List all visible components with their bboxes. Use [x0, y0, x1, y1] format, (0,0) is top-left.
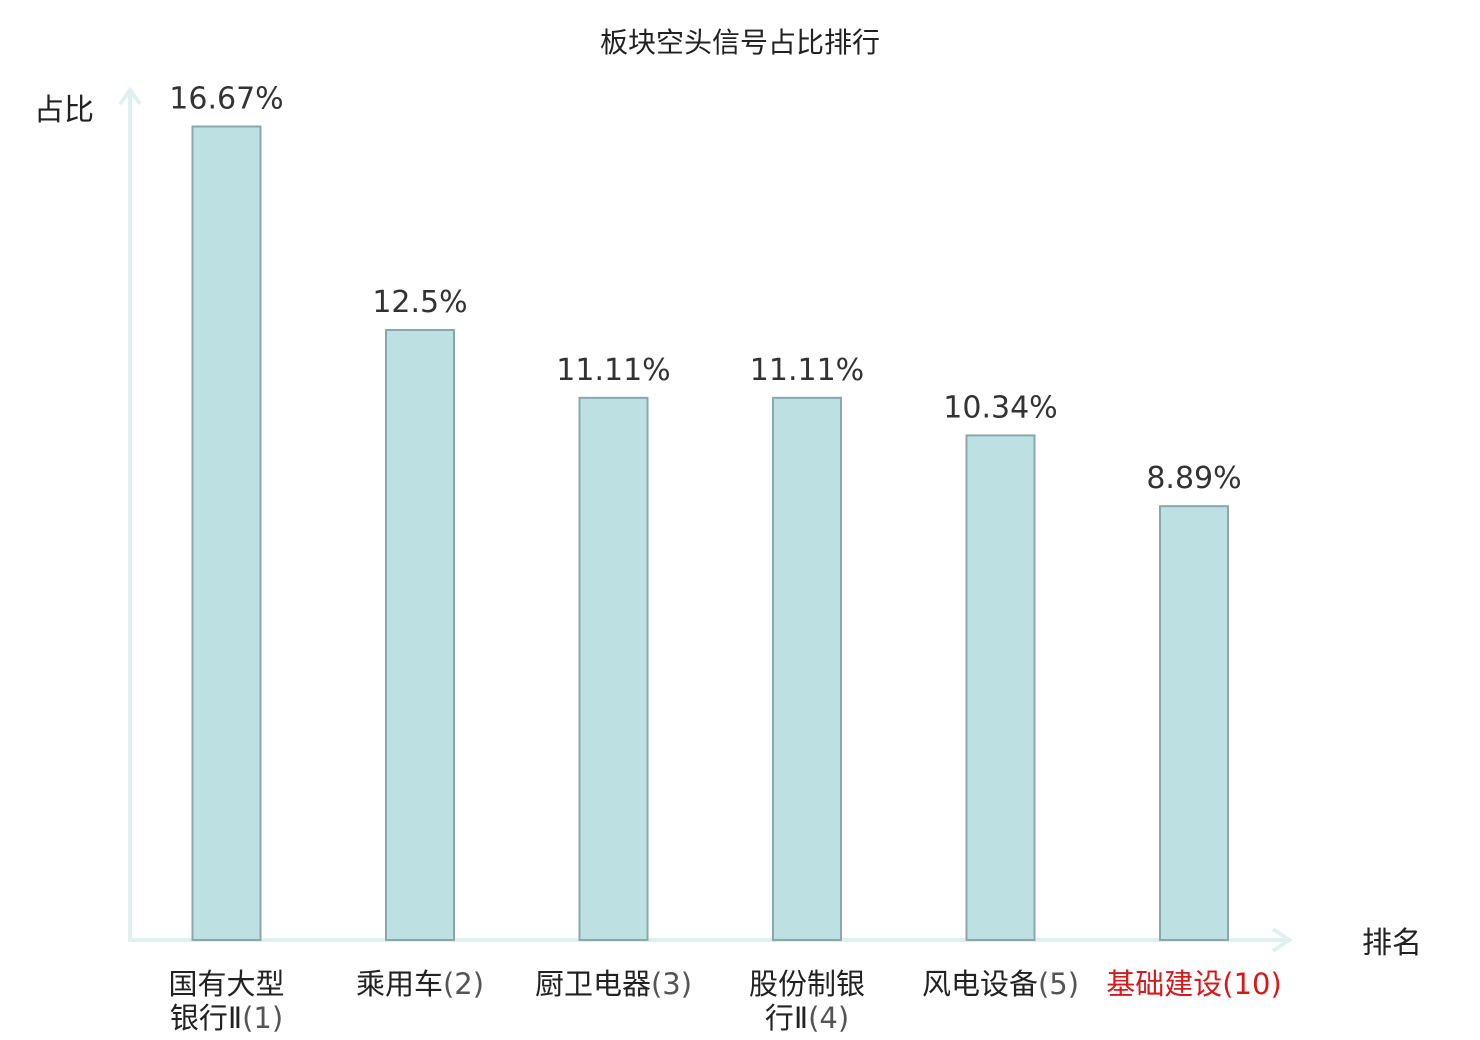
value-label-2: 12.5%	[372, 285, 467, 320]
category-name: 基础建设	[1106, 967, 1222, 1001]
bars	[191, 125, 1229, 942]
bar-2	[385, 329, 455, 941]
x-axis-label: 排名	[1362, 926, 1422, 961]
category-line: 银行Ⅱ(1)	[170, 1001, 283, 1035]
chart-title: 板块空头信号占比排行	[600, 26, 880, 59]
category-name: 风电设备	[922, 967, 1038, 1001]
value-label-5: 10.34%	[943, 390, 1057, 425]
category-label-4: 股份制银行Ⅱ(4)	[749, 967, 865, 1035]
bar-4	[772, 396, 842, 942]
y-axis-label: 占比	[34, 93, 94, 128]
x-axis	[128, 927, 1293, 953]
category-line: 乘用车(2)	[356, 967, 484, 1001]
y-axis	[118, 86, 142, 940]
value-label-4: 11.11%	[750, 353, 864, 388]
category-label-3: 厨卫电器(3)	[535, 967, 692, 1001]
bar-5	[965, 434, 1036, 941]
category-name: 厨卫电器	[535, 967, 651, 1001]
bar-3	[578, 396, 649, 942]
bar-1	[191, 125, 262, 941]
category-rank: (5)	[1038, 967, 1079, 1001]
category-rank: (1)	[242, 1001, 283, 1035]
category-name: 股份制银	[749, 967, 865, 1001]
category-rank: (10)	[1222, 967, 1282, 1001]
category-line: 基础建设(10)	[1106, 967, 1282, 1001]
category-line: 股份制银	[749, 967, 865, 1001]
category-label-1: 国有大型银行Ⅱ(1)	[168, 967, 284, 1035]
category-name: 国有大型	[168, 967, 284, 1001]
category-label-6: 基础建设(10)	[1106, 967, 1282, 1001]
value-label-6: 8.89%	[1146, 461, 1241, 496]
value-label-1: 16.67%	[169, 82, 283, 117]
category-label-5: 风电设备(5)	[922, 967, 1079, 1001]
category-line: 行Ⅱ(4)	[765, 1001, 849, 1035]
value-label-3: 11.11%	[556, 353, 670, 388]
category-rank: (4)	[808, 1001, 849, 1035]
bar-6	[1159, 505, 1229, 941]
category-rank: (2)	[443, 967, 484, 1001]
category-line: 厨卫电器(3)	[535, 967, 692, 1001]
category-line: 风电设备(5)	[922, 967, 1079, 1001]
category-name: 行Ⅱ	[765, 1001, 808, 1035]
category-name: 乘用车	[356, 967, 443, 1001]
category-rank: (3)	[651, 967, 692, 1001]
category-line: 国有大型	[168, 967, 284, 1001]
value-labels: 16.67% 12.5% 11.11% 11.11% 10.34% 8.89%	[169, 82, 1241, 497]
category-name: 银行Ⅱ	[170, 1001, 242, 1035]
category-labels: 国有大型银行Ⅱ(1) 乘用车(2) 厨卫电器(3) 股份制银行Ⅱ(4) 风电设备(5) 基…	[168, 967, 1281, 1035]
category-label-2: 乘用车(2)	[356, 967, 484, 1001]
